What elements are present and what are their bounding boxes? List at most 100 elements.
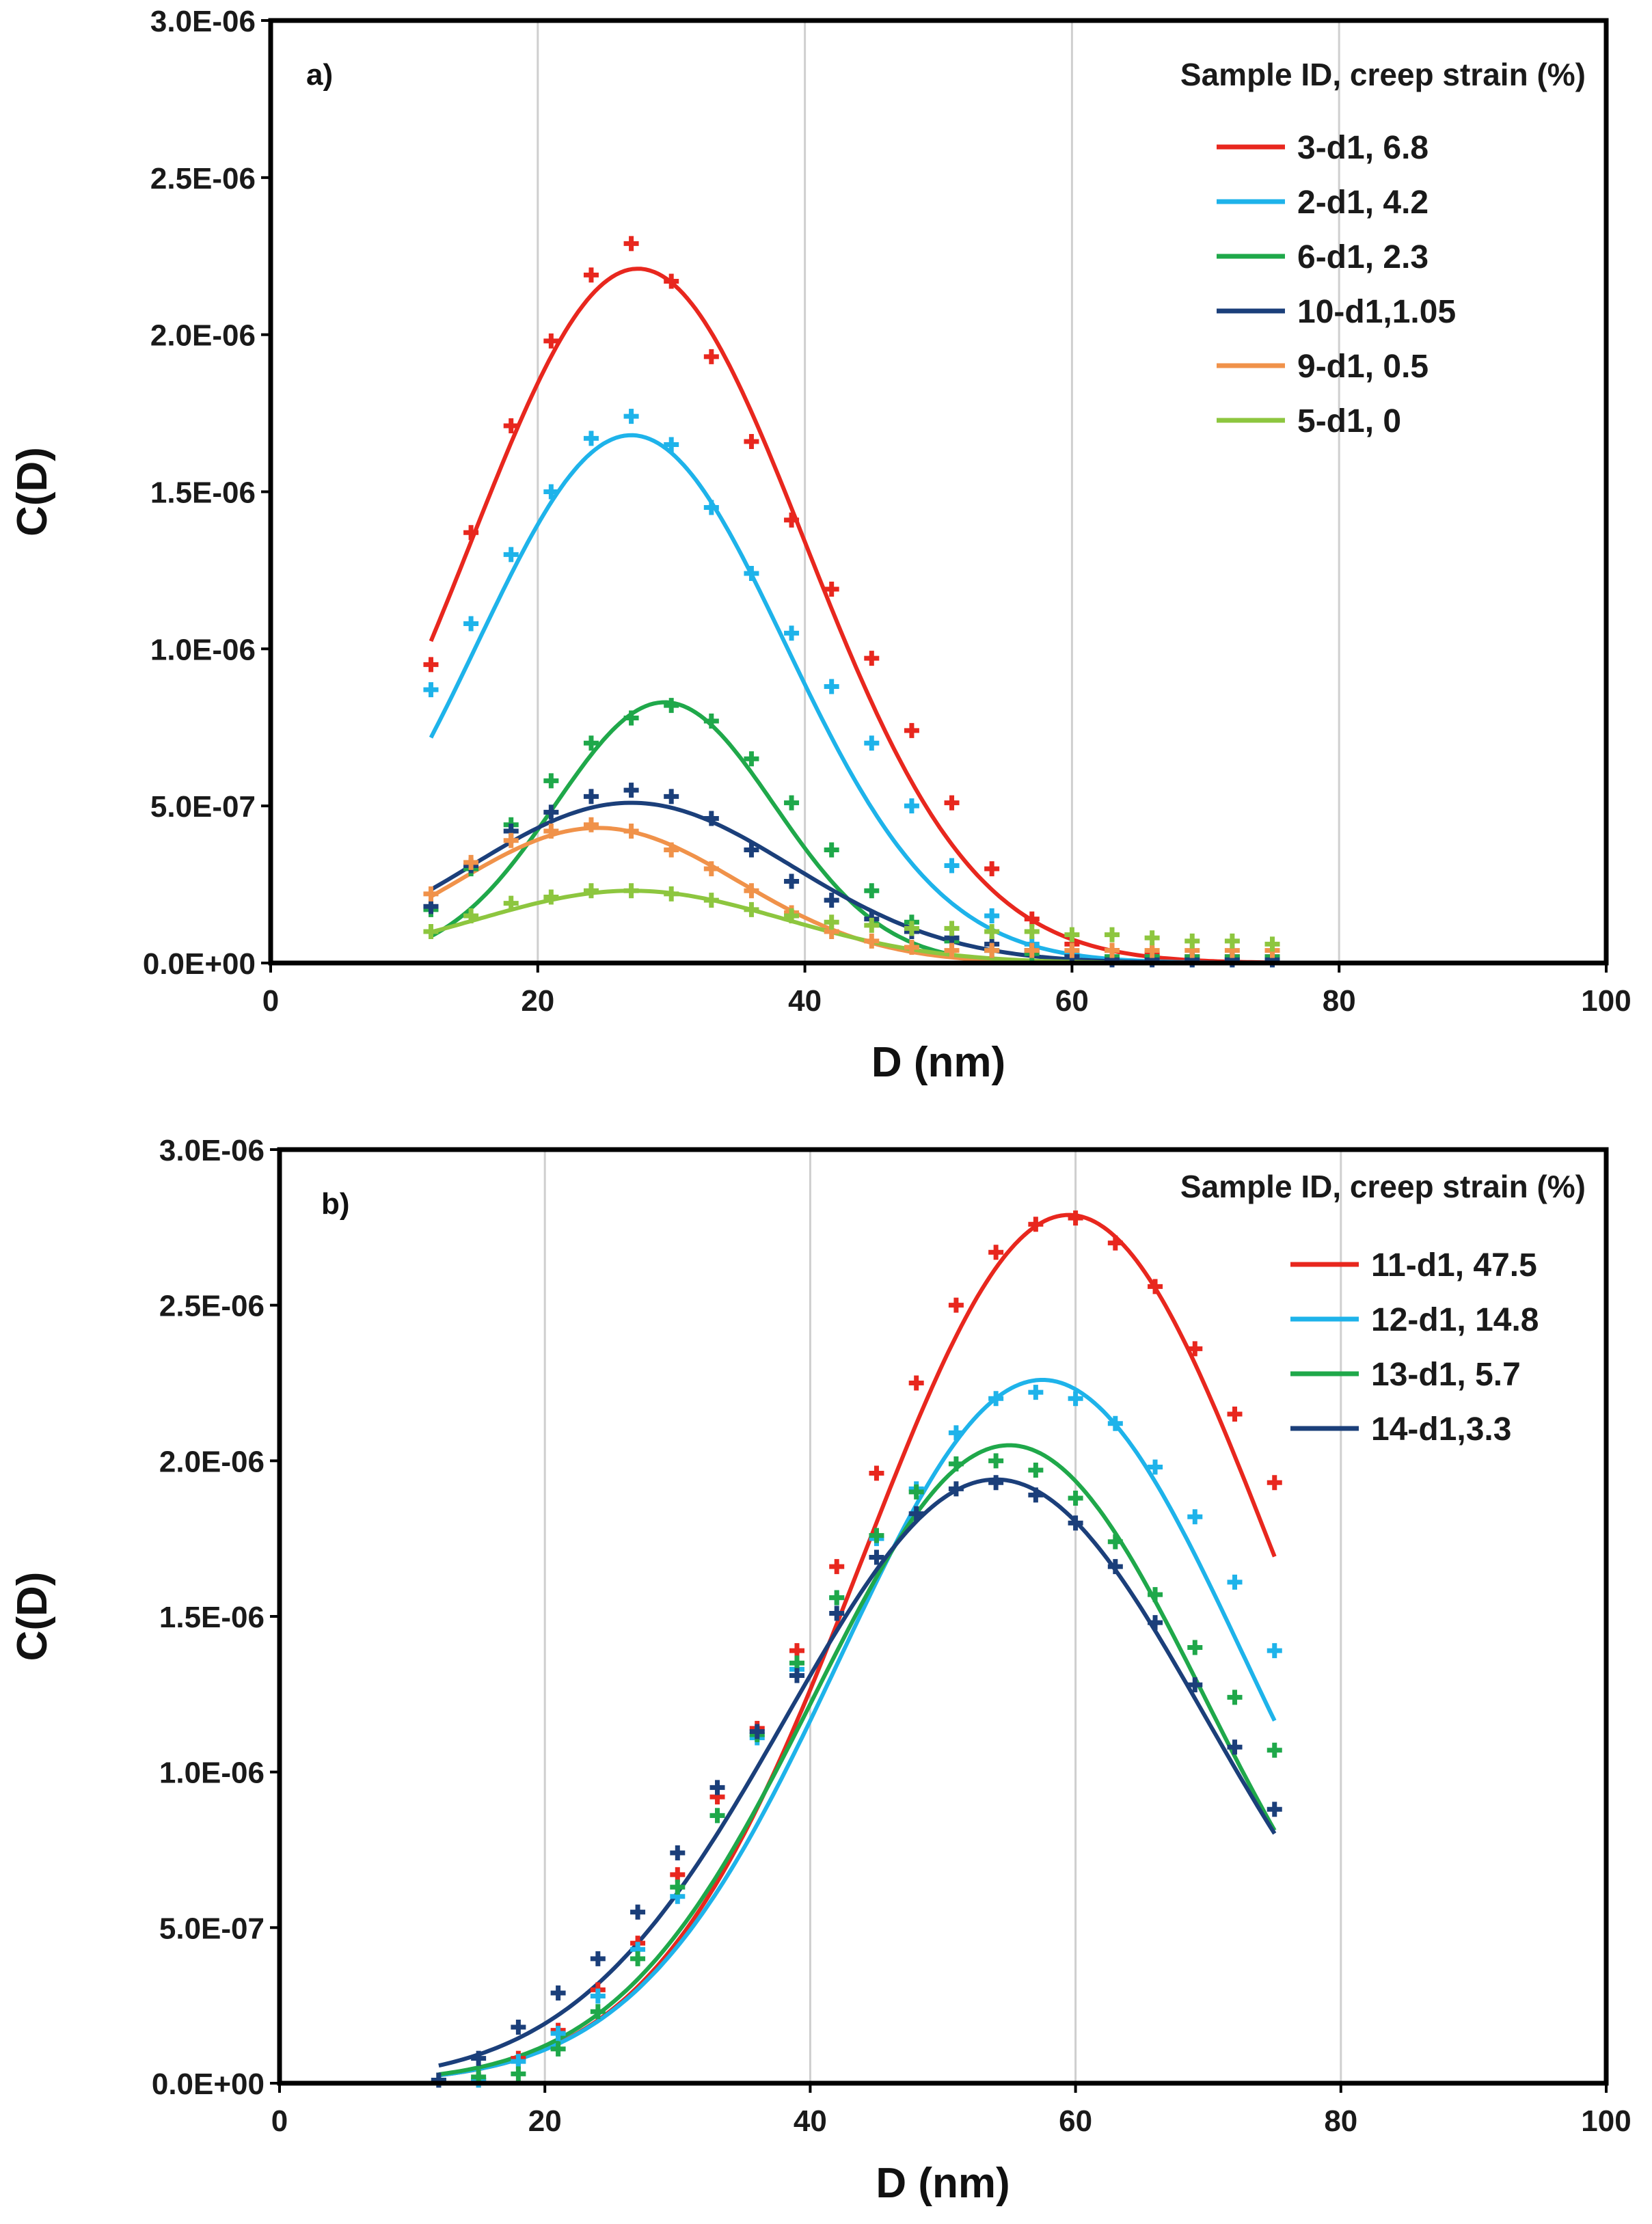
data-point [703,811,719,826]
fit-curve-13-d1-5-7 [438,1443,1277,2077]
data-point [744,883,759,899]
data-point [1267,1742,1282,1758]
data-point [1184,933,1200,949]
data-point [709,1780,725,1795]
data-point [1028,1385,1044,1400]
data-point [503,895,519,911]
data-point [908,1506,924,1521]
data-point [703,349,719,364]
data-point [864,917,880,933]
data-point [829,1590,845,1605]
data-point [543,804,559,820]
data-point [1064,927,1080,943]
data-point [664,842,679,858]
data-point [463,908,479,924]
data-point [1068,1490,1083,1506]
x-tick-label: 100 [1581,2104,1631,2138]
data-point [1028,1217,1044,1232]
data-point [948,1456,964,1472]
data-point [543,484,559,500]
data-point [709,1808,725,1823]
panel-label-b: b) [321,1187,350,1221]
data-point [1264,936,1280,952]
data-point [1227,1739,1243,1755]
legend-entry: 6-d1, 2.3 [1297,239,1428,275]
data-point [1187,1677,1203,1693]
data-point [744,566,759,582]
data-point [984,908,1000,924]
x-tick-label: 100 [1581,984,1631,1018]
data-point [904,798,919,814]
data-point [744,433,759,449]
y-tick-label: 2.5E-06 [159,1290,265,1323]
legend-entry: 2-d1, 4.2 [1297,185,1428,221]
legend-title: Sample ID, creep strain (%) [1180,1169,1586,1204]
legend-entry: 12-d1, 14.8 [1371,1302,1539,1338]
data-point [623,710,639,726]
data-point [824,914,839,930]
data-point [1028,1462,1044,1478]
x-axis-label: D (nm) [876,2160,1010,2207]
data-point [1187,1509,1203,1525]
y-tick-label: 2.0E-06 [150,319,256,353]
data-point [988,1391,1004,1407]
data-point [904,921,919,936]
y-tick-label: 2.0E-06 [159,1445,265,1478]
data-point [703,861,719,877]
y-tick-label: 1.5E-06 [150,476,256,510]
x-tick-label: 40 [788,984,822,1018]
data-point [908,1375,924,1391]
data-point [784,873,800,889]
data-point [703,893,719,908]
data-point [789,1668,804,1683]
data-point [623,783,639,798]
data-point [543,773,559,789]
fit-curve-3-d1-6-8 [429,267,1273,965]
legend-entry: 10-d1,1.05 [1297,294,1456,330]
data-point [703,500,719,515]
data-point [1024,924,1040,940]
data-point [630,1951,646,1966]
chart-panel-a: 0 20 40 60 80 100 0.0E+00 5.0E-07 1.0E-06 1.5E-06… [9,5,1631,1086]
data-point [904,940,919,955]
data-point [550,1985,566,2001]
y-tick-label: 1.0E-06 [159,1757,265,1790]
y-tick-label: 2.5E-06 [150,162,256,195]
data-point [1187,1640,1203,1655]
data-point [988,1453,1004,1469]
x-tick-label: 0 [271,2104,288,2138]
data-point [988,1475,1004,1491]
data-point [463,525,479,541]
data-point [1068,1515,1083,1531]
data-point [511,2020,526,2035]
data-point [1064,943,1080,958]
data-point [984,924,1000,940]
data-point [1107,1559,1123,1575]
data-point [1024,911,1040,927]
data-point [1105,943,1120,958]
data-point [1105,927,1120,943]
legend-entry: 14-d1,3.3 [1371,1411,1511,1448]
data-point [471,2050,487,2066]
y-tick-label: 5.0E-07 [159,1912,265,1945]
legend-entry: 9-d1, 0.5 [1297,349,1428,385]
data-point [1024,943,1040,958]
data-point [944,795,960,811]
fit-curve-12-d1-14-8 [438,1378,1277,2078]
y-tick-label: 1.0E-06 [150,633,256,666]
data-point [423,886,439,901]
data-point [664,789,679,804]
data-point [1227,1407,1243,1422]
x-tick-label: 80 [1324,2104,1357,2138]
data-point [824,581,839,597]
data-point [1028,1487,1044,1503]
data-point [1148,1587,1163,1603]
chart-panel-b: 0 20 40 60 80 100 0.0E+00 5.0E-07 1.0E-06 1.5E-06… [9,1134,1631,2207]
data-point [1144,943,1160,958]
data-point [423,899,439,914]
data-point [784,795,800,811]
x-tick-label: 40 [794,2104,827,2138]
data-point [670,1880,686,1895]
legend-entry: 13-d1, 5.7 [1371,1357,1521,1393]
